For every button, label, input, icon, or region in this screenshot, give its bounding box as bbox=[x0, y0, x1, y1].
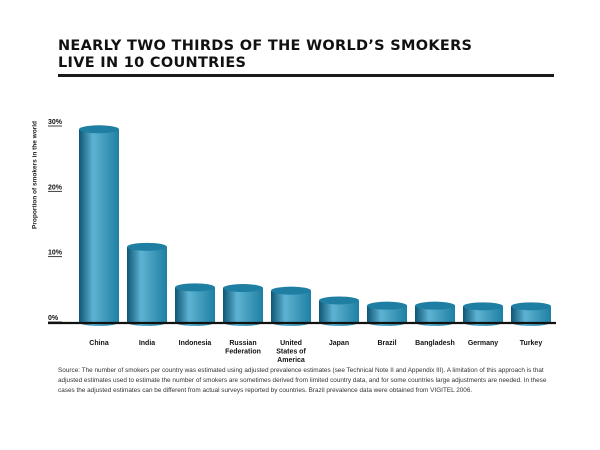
bar-top bbox=[463, 302, 503, 311]
y-axis: 0% 10% 20% 30% bbox=[48, 119, 63, 323]
bar-top bbox=[223, 284, 263, 293]
bar-body bbox=[319, 300, 359, 326]
title-rule bbox=[58, 74, 554, 77]
bar-body bbox=[511, 306, 551, 326]
bar-brazil bbox=[367, 301, 407, 326]
bar-turkey bbox=[511, 302, 551, 326]
y-tick-label: 0% bbox=[48, 315, 59, 322]
bar-top bbox=[175, 283, 215, 292]
bar-united-states-of-america bbox=[271, 286, 311, 326]
bar-body bbox=[367, 305, 407, 326]
bar-india bbox=[127, 242, 167, 326]
bar-body bbox=[415, 305, 455, 326]
bar-top bbox=[127, 242, 167, 251]
x-tick-label: Japan bbox=[329, 340, 349, 347]
x-tick-label: Brazil bbox=[377, 340, 396, 347]
bar-top bbox=[511, 302, 551, 311]
x-tick-label: India bbox=[139, 340, 155, 347]
x-tick-label: Indonesia bbox=[179, 340, 212, 347]
chart-title-line-2: LIVE IN 10 COUNTRIES bbox=[58, 55, 247, 71]
bar-body bbox=[79, 129, 119, 326]
chart-title: NEARLY TWO THIRDS OF THE WORLD’S SMOKERS… bbox=[58, 38, 558, 72]
bar-russian-federation bbox=[223, 284, 263, 326]
bar-top bbox=[271, 286, 311, 295]
bar-body bbox=[463, 306, 503, 326]
chart-title-line-1: NEARLY TWO THIRDS OF THE WORLD’S SMOKERS bbox=[58, 38, 473, 54]
bar-body bbox=[175, 287, 215, 326]
x-tick-label: Turkey bbox=[520, 340, 543, 347]
x-tick-label: Bangladesh bbox=[415, 340, 455, 347]
x-tick-label: Russian Federation bbox=[225, 340, 261, 356]
y-tick-label: 20% bbox=[48, 184, 63, 191]
bar-top bbox=[79, 125, 119, 134]
bar-body bbox=[223, 288, 263, 326]
bars bbox=[79, 125, 551, 326]
bar-bangladesh bbox=[415, 301, 455, 326]
x-tick-label: China bbox=[89, 340, 109, 347]
x-tick-label: Germany bbox=[468, 340, 498, 347]
bar-japan bbox=[319, 296, 359, 326]
bar-top bbox=[367, 301, 407, 310]
bar-germany bbox=[463, 302, 503, 326]
bar-body bbox=[127, 246, 167, 326]
bar-indonesia bbox=[175, 283, 215, 326]
bar-china bbox=[79, 125, 119, 326]
source-note: Source: The number of smokers per countr… bbox=[58, 367, 547, 394]
x-axis-labels: China India Indonesia Russian Federation Unit… bbox=[89, 340, 542, 364]
y-tick-label: 30% bbox=[48, 119, 63, 126]
bar-top bbox=[415, 301, 455, 310]
bar-body bbox=[271, 290, 311, 326]
bar-top bbox=[319, 296, 359, 305]
y-tick-label: 10% bbox=[48, 250, 63, 257]
x-tick-label: United States of America bbox=[276, 340, 306, 364]
